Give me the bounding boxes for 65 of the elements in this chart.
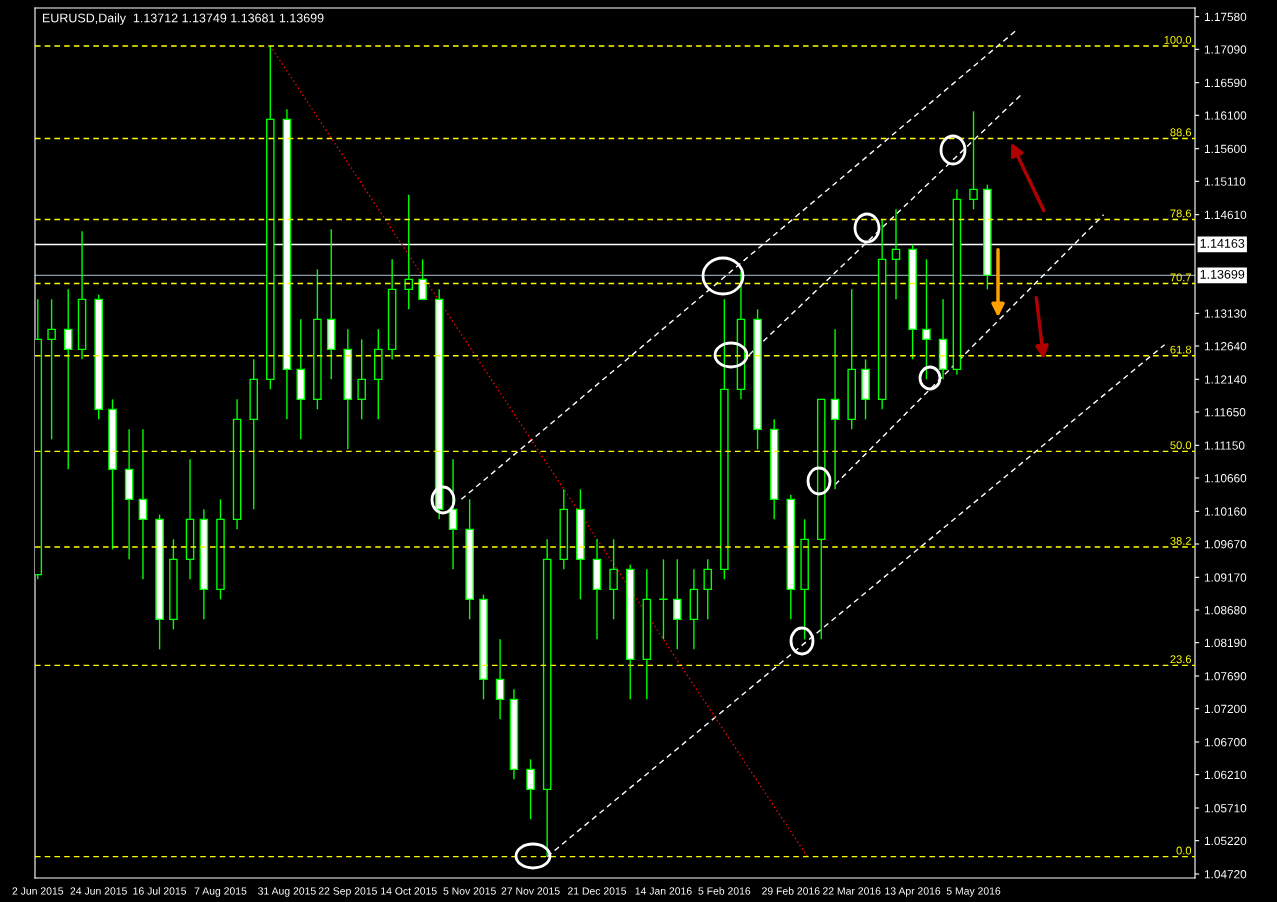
x-tick-label: 22 Mar 2016	[822, 887, 881, 895]
y-tick-label: 1.06210	[1204, 770, 1247, 780]
ref-line-label: 1.13699	[1200, 269, 1245, 279]
candlestick	[609, 538, 618, 621]
ref-line-label: 23.6	[1170, 655, 1192, 664]
candlestick	[672, 558, 682, 651]
y-tick-label: 1.05220	[1204, 836, 1247, 846]
candlestick	[418, 258, 427, 301]
ref-line-label: 38.2	[1170, 536, 1191, 545]
x-tick-label: 13 Apr 2016	[885, 887, 941, 897]
y-tick-label: 1.10660	[1204, 474, 1247, 483]
candlestick	[63, 288, 73, 471]
x-tick-label: 22 Sep 2015	[318, 887, 377, 897]
chart-title: EURUSD,Daily 1.13712 1.13749 1.13681 1.13699	[42, 13, 324, 25]
candlestick	[969, 110, 978, 211]
y-tick-label: 1.16100	[1204, 111, 1247, 120]
ref-line-label: 78.6	[1170, 209, 1192, 218]
candlestick	[495, 638, 505, 721]
y-tick-label: 1.09670	[1204, 540, 1247, 549]
x-tick-label: 2 Jun 2015	[12, 887, 64, 895]
ref-line-label: 61.8	[1170, 345, 1192, 354]
y-tick-label: 1.15110	[1204, 177, 1246, 186]
x-tick-label: 5 Nov 2015	[443, 887, 496, 895]
y-tick-label: 1.09170	[1204, 573, 1247, 582]
y-tick-label: 1.16590	[1204, 78, 1247, 88]
ref-line-label: 88.6	[1170, 128, 1192, 137]
x-tick-label: 5 May 2016	[946, 887, 1001, 897]
x-tick-label: 21 Dec 2015	[568, 887, 627, 895]
y-tick-label: 1.12140	[1204, 375, 1247, 384]
y-tick-label: 1.07690	[1204, 672, 1247, 681]
y-tick-label: 1.17580	[1204, 12, 1247, 22]
x-tick-label: 29 Feb 2016	[762, 887, 820, 895]
y-tick-label: 1.12640	[1204, 342, 1247, 351]
x-tick-label: 7 Aug 2015	[194, 887, 247, 897]
y-tick-label: 1.06700	[1204, 738, 1247, 747]
y-tick-label: 1.07200	[1204, 704, 1247, 714]
y-tick-label: 1.11150	[1204, 441, 1245, 450]
y-tick-label: 1.11650	[1204, 408, 1246, 417]
ref-line-label: 50.0	[1170, 441, 1192, 450]
x-tick-label: 31 Aug 2015	[258, 887, 316, 897]
candlestick	[526, 758, 535, 821]
y-tick-label: 1.17090	[1204, 45, 1247, 54]
x-tick-label: 24 Jun 2015	[70, 887, 127, 895]
candlestick	[138, 428, 148, 581]
y-tick-label: 1.08680	[1204, 606, 1247, 615]
y-tick-label: 1.08190	[1204, 638, 1247, 648]
x-tick-label: 14 Oct 2015	[381, 887, 437, 895]
x-tick-label: 27 Nov 2015	[501, 887, 560, 895]
y-tick-label: 1.14610	[1204, 210, 1247, 220]
y-tick-label: 1.05710	[1204, 804, 1247, 813]
y-tick-label: 1.10160	[1204, 507, 1247, 516]
y-tick-label: 1.13130	[1204, 309, 1247, 318]
candlestick	[357, 338, 366, 421]
candlestick	[47, 298, 56, 441]
x-tick-label: 16 Jul 2015	[133, 887, 187, 895]
y-tick-label: 1.04720	[1204, 870, 1247, 879]
y-tick-label: 1.15600	[1204, 144, 1247, 154]
ref-line-label: 0.0	[1176, 846, 1192, 855]
candlestick	[703, 558, 713, 621]
ref-line-label: 1.14163	[1200, 238, 1245, 248]
x-tick-label: 5 Feb 2016	[698, 887, 751, 895]
ref-line-label: 100.0	[1164, 35, 1192, 44]
x-tick-label: 14 Jan 2016	[635, 887, 692, 895]
candlestick	[891, 208, 901, 301]
candlestick	[404, 193, 414, 311]
